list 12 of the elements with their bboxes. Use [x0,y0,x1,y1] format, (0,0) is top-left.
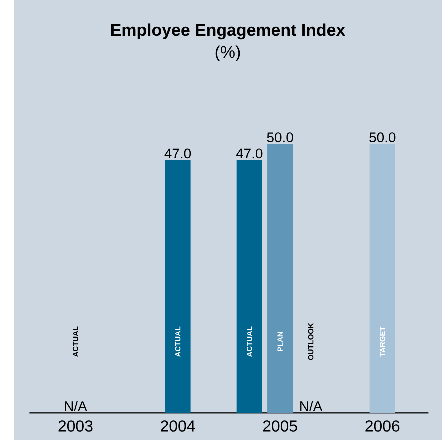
data-label: 47.0 [236,148,263,159]
x-tick-label: 2003 [58,420,93,432]
text: N/A [300,401,323,412]
data-label: 47.0 [164,148,192,159]
x-tick-label: 2006 [366,420,400,432]
data-label: 50.0 [267,132,294,143]
text: N/A [65,401,88,412]
chart-title: Employee Engagement Index [112,24,346,40]
data-label: 50.0 [370,132,396,143]
chart-subtitle: (%) [216,46,240,62]
x-tick-label: 2004 [161,420,196,432]
x-tick-label: 2005 [263,420,298,432]
